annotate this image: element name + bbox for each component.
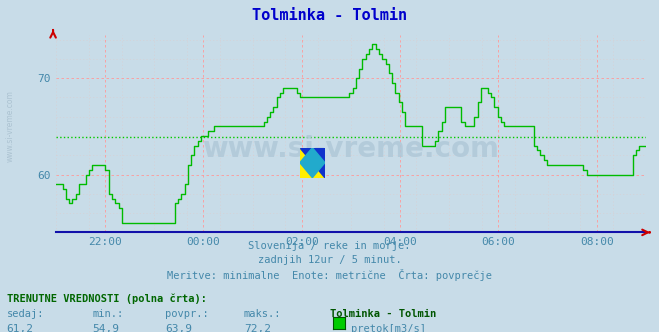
Text: TRENUTNE VREDNOSTI (polna črta):: TRENUTNE VREDNOSTI (polna črta): xyxy=(7,294,206,304)
Text: www.si-vreme.com: www.si-vreme.com xyxy=(202,135,500,163)
Text: maks.:: maks.: xyxy=(244,309,281,319)
Polygon shape xyxy=(300,148,325,178)
Text: 61,2: 61,2 xyxy=(7,324,34,332)
Text: 63,9: 63,9 xyxy=(165,324,192,332)
Text: www.si-vreme.com: www.si-vreme.com xyxy=(5,90,14,162)
Text: pretok[m3/s]: pretok[m3/s] xyxy=(351,324,426,332)
Polygon shape xyxy=(300,148,325,178)
Text: Tolminka - Tolmin: Tolminka - Tolmin xyxy=(330,309,436,319)
Text: 72,2: 72,2 xyxy=(244,324,271,332)
Text: min.:: min.: xyxy=(92,309,123,319)
Text: Meritve: minimalne  Enote: metrične  Črta: povprečje: Meritve: minimalne Enote: metrične Črta:… xyxy=(167,269,492,281)
Text: Tolminka - Tolmin: Tolminka - Tolmin xyxy=(252,8,407,23)
Text: Slovenija / reke in morje.: Slovenija / reke in morje. xyxy=(248,241,411,251)
Text: povpr.:: povpr.: xyxy=(165,309,208,319)
Text: zadnjih 12ur / 5 minut.: zadnjih 12ur / 5 minut. xyxy=(258,255,401,265)
Polygon shape xyxy=(300,148,325,178)
Text: sedaj:: sedaj: xyxy=(7,309,44,319)
Text: 54,9: 54,9 xyxy=(92,324,119,332)
